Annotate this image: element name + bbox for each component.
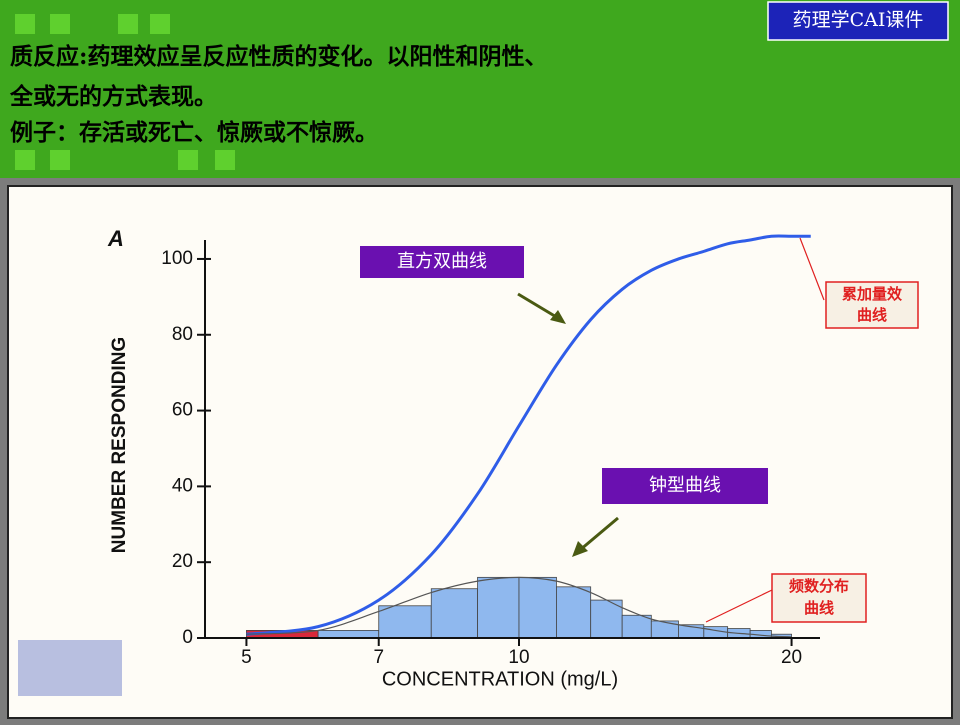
curve xyxy=(246,576,792,638)
annotation: 钟型曲线 xyxy=(649,475,721,495)
y-tick-label: 100 xyxy=(161,248,193,269)
x-tick-label: 10 xyxy=(508,647,529,668)
curve xyxy=(246,234,811,636)
annotation-box xyxy=(825,281,919,329)
y-tick-label: 60 xyxy=(172,400,193,421)
y-tick-label: 80 xyxy=(172,324,193,345)
pointer-lines xyxy=(705,237,825,623)
y-tick-label: 40 xyxy=(172,475,193,496)
panel-letter: A xyxy=(107,226,124,251)
bar xyxy=(430,588,478,639)
header-line: 例子：存活或死亡、惊厥或不惊厥。 xyxy=(10,119,378,146)
decor-squares xyxy=(15,14,235,170)
bar xyxy=(590,599,623,639)
arrows xyxy=(517,292,619,557)
y-axis-label: NUMBER RESPONDING xyxy=(109,337,130,553)
bar xyxy=(621,614,652,639)
snowflake-icon xyxy=(18,640,122,696)
x-axis-label: CONCENTRATION (mg/L) xyxy=(382,668,618,690)
annotation-box xyxy=(602,468,768,504)
annotation: 直方双曲线 xyxy=(397,251,487,271)
badge xyxy=(767,1,949,41)
bar xyxy=(518,576,557,639)
annotation: 频数分布曲线 xyxy=(788,578,849,617)
annotation-wrap: 频数分布曲线 xyxy=(788,578,849,617)
bar xyxy=(317,630,380,639)
y-tick-label: 0 xyxy=(182,627,193,648)
annotation-box xyxy=(771,573,867,623)
annotation-box xyxy=(360,246,524,278)
badge-text: 药理学CAI课件 xyxy=(793,9,924,31)
bar xyxy=(378,605,432,639)
bar xyxy=(477,576,520,639)
bar xyxy=(556,586,592,639)
header-line: 全或无的方式表现。 xyxy=(9,83,217,110)
plot: 0 20 40 60 80 100 5 7 10 20 xyxy=(161,234,820,668)
annotation-wrap: 累加量效曲线 xyxy=(841,286,902,324)
header-line: 质反应:药理效应呈反应性质的变化。以阳性和阴性、 xyxy=(10,43,548,70)
x-tick-label: 7 xyxy=(373,647,384,668)
x-tick-label: 5 xyxy=(241,647,252,668)
x-tick-label: 20 xyxy=(781,647,802,668)
annotation: 累加量效曲线 xyxy=(841,286,902,324)
y-tick-label: 20 xyxy=(172,551,193,572)
